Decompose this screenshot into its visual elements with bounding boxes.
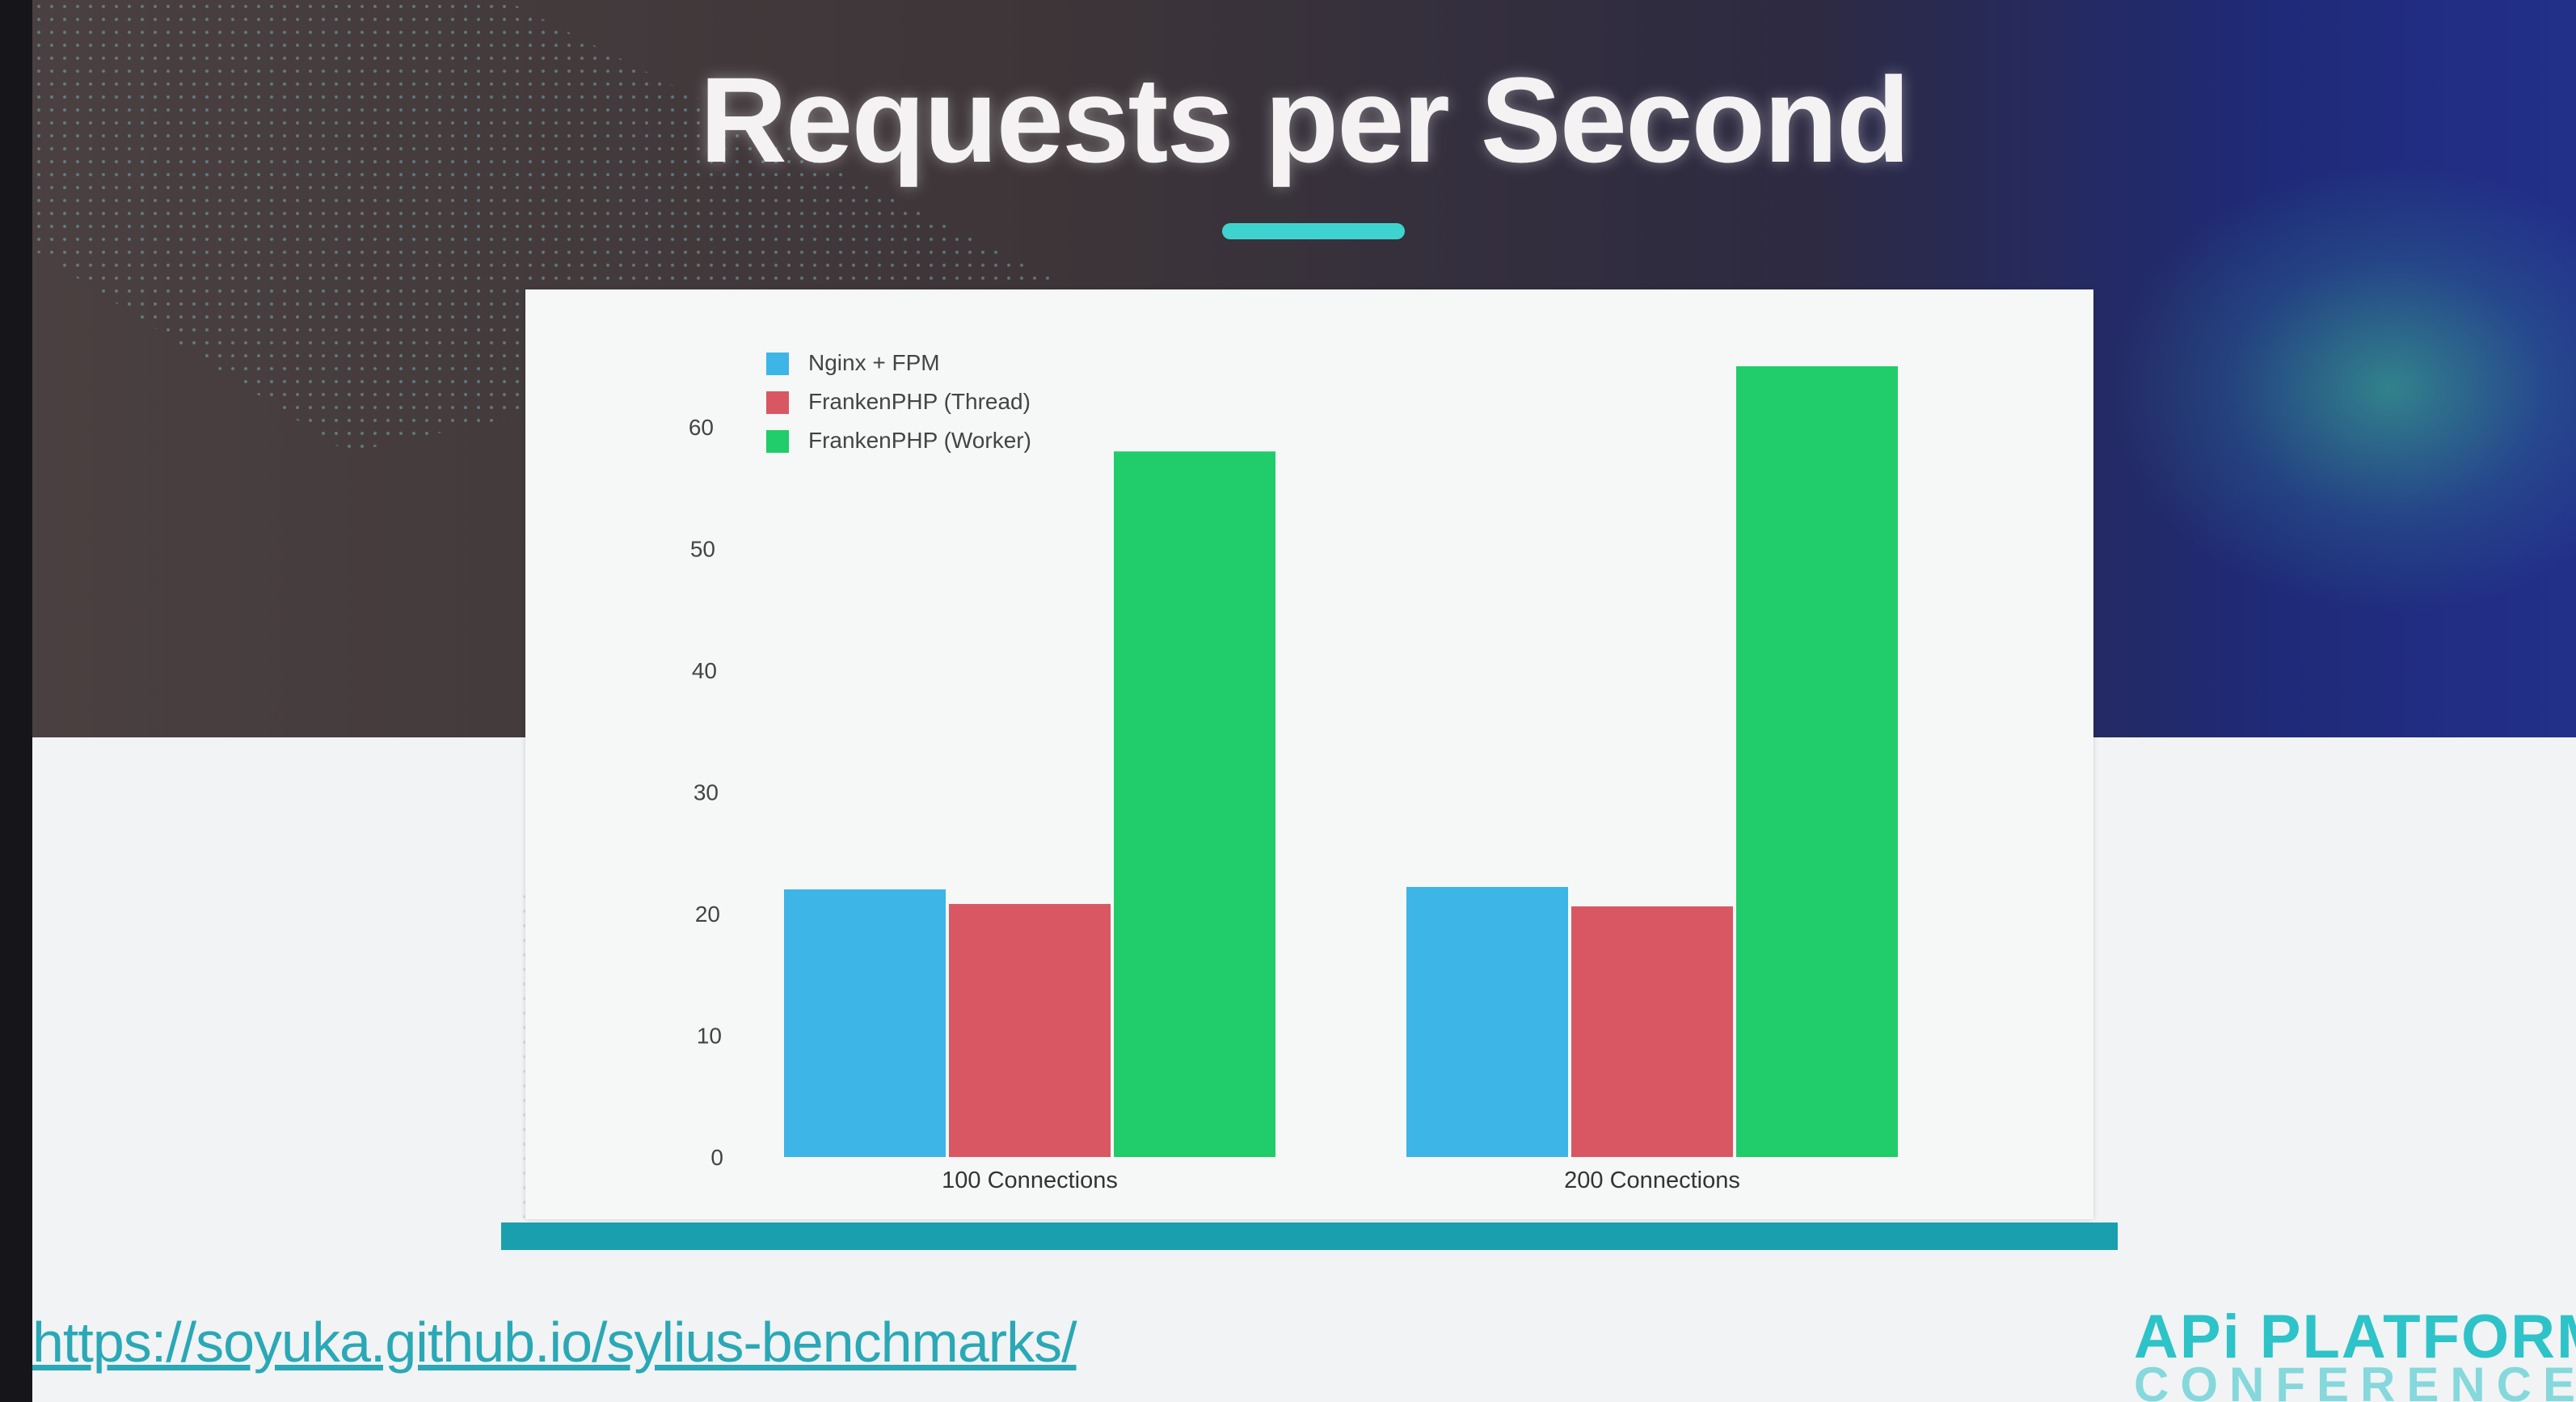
y-tick-label: 60	[689, 415, 714, 440]
y-tick-label: 40	[692, 658, 717, 683]
bar-1-2	[949, 904, 1111, 1157]
bar-1-3	[1114, 451, 1275, 1157]
background-glow	[2107, 162, 2576, 614]
title-underline	[1222, 223, 1405, 239]
y-tick-label: 10	[697, 1024, 722, 1049]
y-tick-label: 0	[710, 1145, 723, 1170]
x-category-label: 200 Connections	[1564, 1168, 1740, 1193]
bar-2-3	[1736, 366, 1898, 1157]
conference-logo: APi PLATFORM	[2134, 1303, 2576, 1371]
chart-card: 0 10 20 30 40 50 60 100 Connections 200 Connecti…	[525, 289, 2093, 1219]
y-tick-label: 50	[690, 537, 715, 562]
legend-swatch	[766, 353, 789, 375]
presentation-slide: Requests per Second 0 10 20 30 40 50 60 100 Con…	[32, 0, 2576, 1402]
y-tick-label: 20	[695, 902, 720, 927]
conference-logo-subtitle: CONFERENCE	[2134, 1358, 2576, 1402]
bar-chart: 0 10 20 30 40 50 60 100 Connections 200 Connecti…	[689, 350, 1898, 1193]
legend-label: Nginx + FPM	[808, 350, 940, 375]
x-category-label: 100 Connections	[942, 1168, 1118, 1193]
bar-1-1	[784, 889, 946, 1157]
legend-label: FrankenPHP (Thread)	[808, 389, 1031, 414]
benchmark-link[interactable]: https://soyuka.github.io/sylius-benchmar…	[32, 1311, 1077, 1374]
legend-label: FrankenPHP (Worker)	[808, 428, 1031, 453]
y-tick-label: 30	[694, 780, 719, 805]
legend-swatch	[766, 430, 789, 453]
chart-accent-bar	[501, 1223, 2118, 1250]
bar-2-1	[1406, 886, 1568, 1157]
bar-2-2	[1571, 906, 1733, 1157]
slide-title: Requests per Second	[699, 52, 1911, 188]
legend-swatch	[766, 391, 789, 414]
